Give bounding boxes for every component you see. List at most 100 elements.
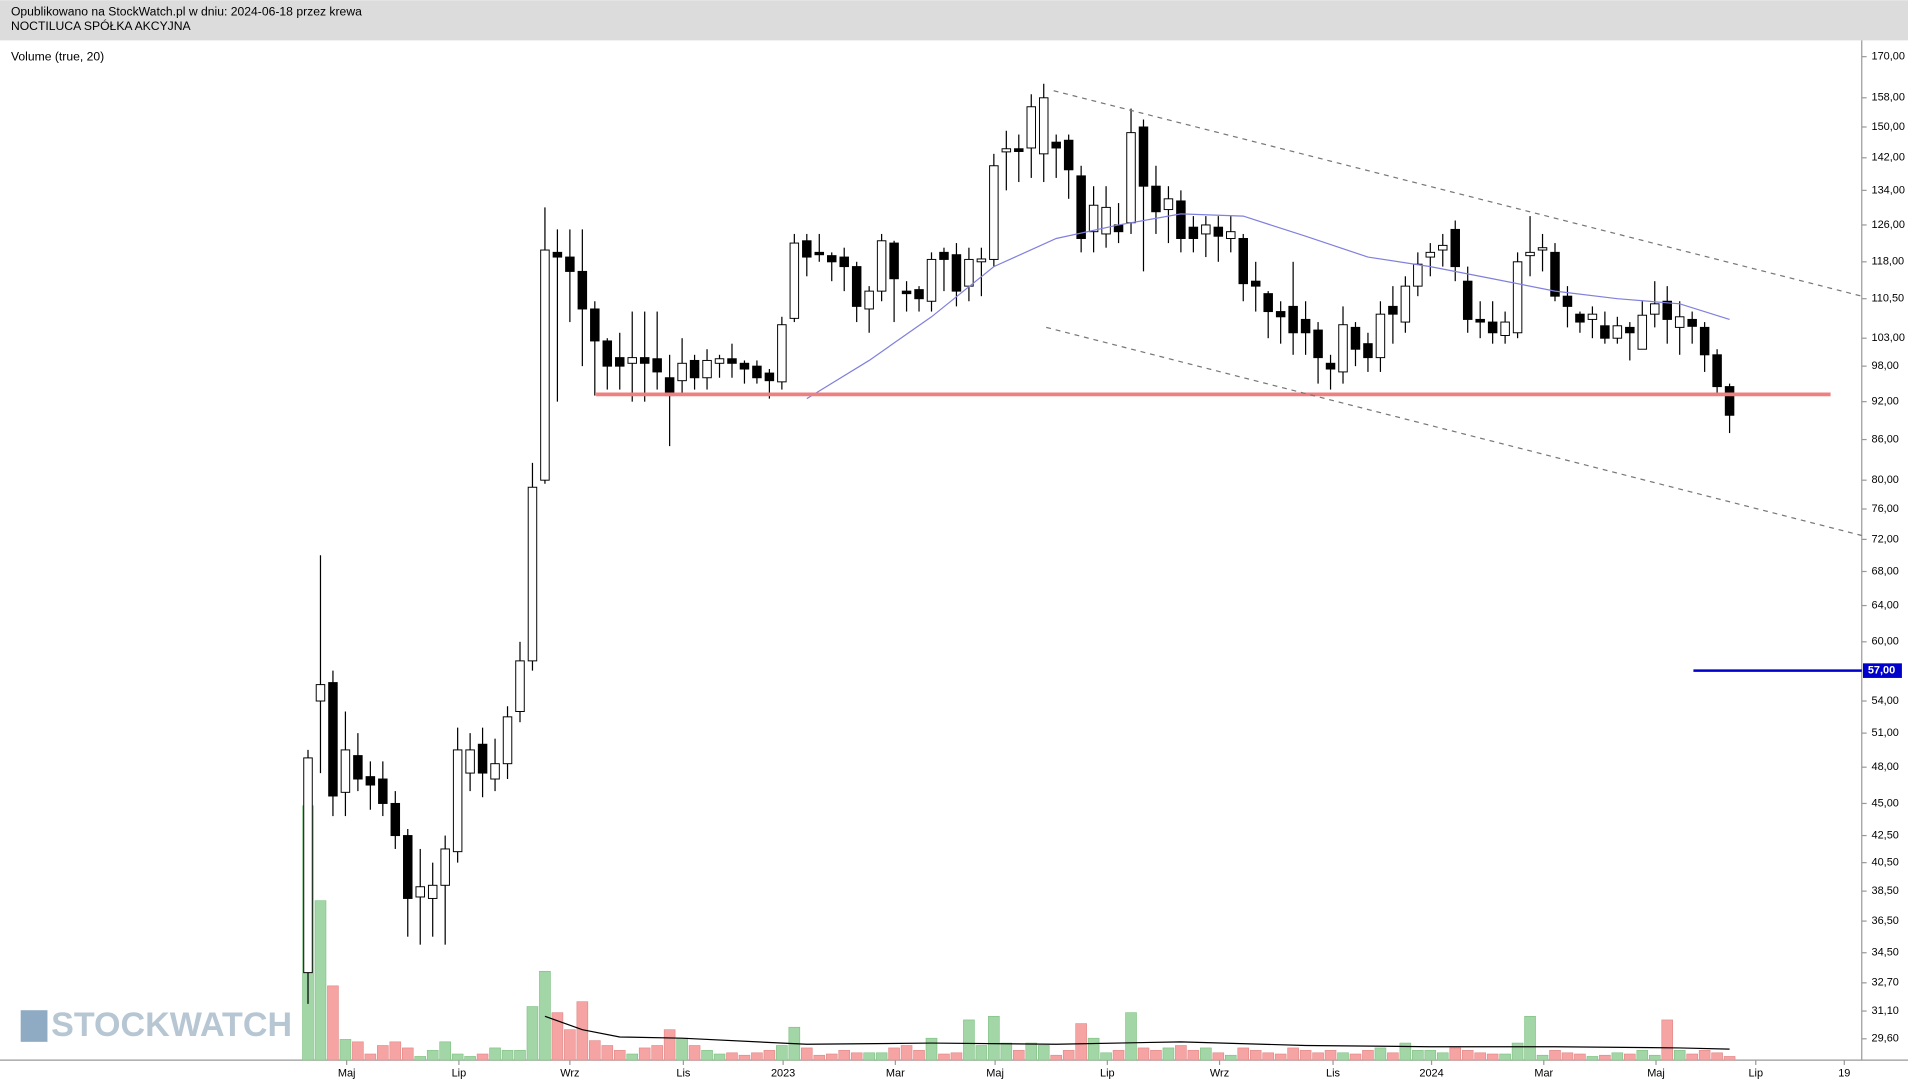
y-tick-label: 76,00 bbox=[1871, 503, 1898, 515]
volume-bar bbox=[663, 1029, 676, 1061]
candle-body bbox=[1363, 343, 1373, 359]
candle-body bbox=[1400, 285, 1411, 323]
y-tick-label: 48,00 bbox=[1871, 761, 1898, 773]
price-marker bbox=[1862, 663, 1902, 678]
volume-bar bbox=[1087, 1037, 1100, 1061]
volume-bar bbox=[1599, 1054, 1611, 1061]
candle-body bbox=[764, 372, 775, 382]
volume-bar bbox=[364, 1053, 377, 1061]
volume-bar bbox=[327, 985, 339, 1061]
candle-body bbox=[1226, 231, 1236, 239]
candle-body bbox=[552, 251, 563, 258]
volume-bar bbox=[1100, 1052, 1112, 1061]
candle-body bbox=[1325, 362, 1336, 370]
volume-bar bbox=[938, 1053, 950, 1061]
volume-bar bbox=[1536, 1054, 1549, 1061]
candle-body bbox=[826, 255, 837, 263]
header-bar bbox=[0, 0, 1908, 41]
volume-bar bbox=[464, 1056, 476, 1061]
candle-body bbox=[465, 749, 475, 774]
candle-body bbox=[1525, 251, 1535, 257]
x-tick-label: Lip bbox=[452, 1067, 467, 1079]
volume-bar bbox=[401, 1047, 414, 1061]
candle-body bbox=[1462, 280, 1473, 320]
candle-body bbox=[702, 359, 712, 379]
candle-body bbox=[939, 251, 949, 260]
candle-body bbox=[1350, 326, 1361, 350]
volume-bar bbox=[1237, 1047, 1250, 1061]
candle-body bbox=[1088, 204, 1099, 233]
y-tick-label: 134,00 bbox=[1871, 184, 1904, 196]
volume-bar bbox=[813, 1054, 826, 1061]
y-tick-label: 51,00 bbox=[1871, 727, 1898, 739]
candle-body bbox=[1375, 313, 1386, 359]
x-tick-label: Maj bbox=[338, 1067, 356, 1079]
candle-body bbox=[1151, 185, 1161, 213]
candle-body bbox=[1587, 313, 1598, 320]
candle-body bbox=[914, 289, 924, 300]
candle-body bbox=[590, 308, 600, 342]
volume-bar bbox=[1636, 1050, 1649, 1061]
y-tick-label: 118,00 bbox=[1871, 256, 1904, 268]
candle-body bbox=[976, 258, 987, 263]
candle-body bbox=[1176, 200, 1186, 239]
y-tick-label: 158,00 bbox=[1871, 92, 1904, 104]
volume-average-line bbox=[544, 1015, 1730, 1050]
y-tick-label: 31,10 bbox=[1871, 1005, 1898, 1017]
volume-bar bbox=[601, 1045, 614, 1061]
volume-bar bbox=[1686, 1053, 1698, 1061]
candle-body bbox=[602, 340, 613, 367]
candle-body bbox=[1512, 261, 1523, 334]
volume-bar bbox=[1187, 1050, 1200, 1061]
volume-bar bbox=[613, 1050, 626, 1061]
candle-body bbox=[802, 240, 812, 258]
volume-bar bbox=[1561, 1052, 1574, 1061]
candle-body bbox=[901, 290, 912, 295]
volume-bar bbox=[564, 1029, 576, 1061]
y-tick-label: 64,00 bbox=[1871, 599, 1898, 611]
candle-body bbox=[477, 743, 488, 774]
candle-body bbox=[851, 266, 862, 307]
volume-bar bbox=[1175, 1045, 1187, 1061]
candle-body bbox=[739, 362, 750, 370]
candle-body bbox=[615, 357, 625, 367]
volume-bar bbox=[1449, 1047, 1462, 1061]
candle-body bbox=[328, 682, 338, 797]
x-tick-label: Lip bbox=[1100, 1067, 1115, 1079]
volume-bar bbox=[738, 1054, 751, 1061]
candle-body bbox=[1188, 226, 1199, 239]
candle-body bbox=[515, 660, 525, 713]
y-tick-label: 29,60 bbox=[1871, 1033, 1898, 1045]
candle-body bbox=[1625, 326, 1635, 334]
volume-bar bbox=[888, 1047, 900, 1061]
x-tick-label: Wrz bbox=[1210, 1067, 1229, 1079]
volume-bar bbox=[763, 1050, 776, 1061]
candle-body bbox=[839, 256, 849, 268]
volume-bar bbox=[900, 1045, 913, 1061]
candle-body bbox=[1575, 313, 1585, 323]
x-tick-label: Wrz bbox=[560, 1067, 579, 1079]
candle-body bbox=[964, 258, 974, 287]
candle-body bbox=[1201, 224, 1211, 235]
volume-bar bbox=[751, 1052, 763, 1061]
candle-body bbox=[1026, 106, 1037, 149]
candle-body bbox=[1724, 386, 1735, 416]
volume-bar bbox=[1711, 1052, 1723, 1061]
y-tick-label: 40,50 bbox=[1871, 857, 1898, 869]
candle-body bbox=[814, 251, 825, 256]
volume-bar bbox=[1362, 1050, 1374, 1061]
volume-bar bbox=[1137, 1047, 1150, 1061]
volume-bar bbox=[1574, 1053, 1586, 1061]
volume-bar bbox=[988, 1015, 1000, 1061]
volume-bar bbox=[1299, 1050, 1312, 1061]
volume-bar bbox=[1461, 1050, 1474, 1061]
price-line bbox=[1053, 90, 1862, 297]
y-tick-label: 142,00 bbox=[1871, 152, 1904, 164]
watermark-icon bbox=[20, 1010, 48, 1042]
candle-body bbox=[652, 358, 662, 373]
candle-body bbox=[1500, 321, 1510, 336]
volume-bar bbox=[676, 1037, 688, 1061]
candle-body bbox=[752, 365, 762, 379]
candle-body bbox=[889, 242, 899, 280]
volume-bar bbox=[1611, 1052, 1624, 1061]
